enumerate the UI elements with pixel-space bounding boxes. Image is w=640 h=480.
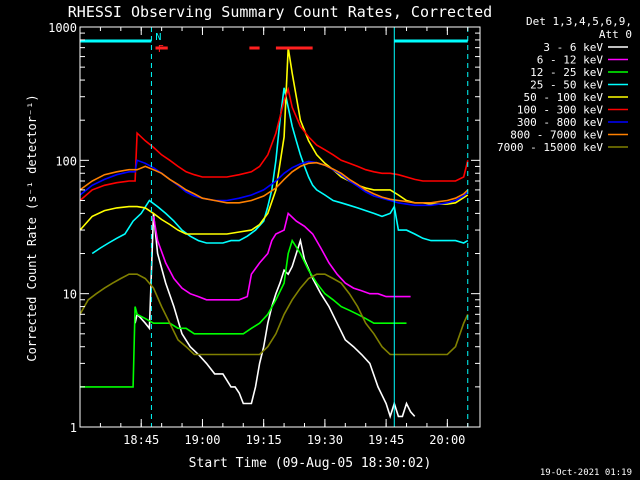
y-tick-label: 1000: [48, 21, 77, 35]
legend-label-12-25-kev: 12 - 25 keV: [530, 66, 603, 79]
plot-frame: [79, 26, 481, 428]
x-tick-label: 20:00: [429, 433, 465, 447]
legend-header-line-2: Att 0: [599, 28, 632, 41]
x-tick-label: 19:45: [368, 433, 404, 447]
legend-label-3-6-kev: 3 - 6 keV: [543, 41, 603, 54]
legend-label-25-50-kev: 25 - 50 keV: [530, 79, 603, 92]
y-axis-label: Corrected Count Rate (s⁻¹ detector⁻¹): [25, 94, 39, 361]
series-300-800-kev: [79, 159, 469, 207]
x-axis-label: Start Time (09-Aug-05 18:30:02): [189, 456, 432, 471]
legend-label-50-100-kev: 50 - 100 keV: [524, 91, 604, 104]
x-tick-label: 19:00: [184, 433, 220, 447]
legend-label-6-12-kev: 6 - 12 keV: [537, 54, 604, 67]
series-layer: [79, 47, 469, 420]
series-7000-15000-kev: [79, 273, 469, 356]
legend-header-line-1: Det 1,3,4,5,6,9,: [526, 15, 632, 28]
legend-label-100-300-kev: 100 - 300 keV: [517, 104, 603, 117]
legend-label-300-800-kev: 300 - 800 keV: [517, 116, 603, 129]
y-tick-label: 10: [63, 288, 77, 302]
axis-layer: 18:45 19:00 19:15 19:30 19:45 20:00 1 10 100 1000: [48, 21, 480, 447]
legend-label-7000-15000-kev: 7000 - 15000 keV: [497, 141, 603, 154]
x-tick-label: 18:45: [123, 433, 159, 447]
flag-f-label: F: [158, 44, 164, 55]
series-6-12-kev: [152, 211, 411, 301]
footer-timestamp: 19-Oct-2021 01:19: [540, 468, 632, 478]
series-25-50-kev: [91, 87, 469, 255]
series-800-7000-kev: [79, 161, 469, 204]
legend-label-800-7000-kev: 800 - 7000 keV: [510, 129, 603, 142]
x-tick-label: 19:15: [246, 433, 282, 447]
series-12-25-kev: [80, 238, 407, 388]
flag-layer: NF: [80, 32, 468, 55]
x-tick-label: 19:30: [307, 433, 343, 447]
y-tick-label: 100: [55, 154, 77, 168]
series-100-300-kev: [79, 86, 469, 202]
y-tick-label: 1: [70, 421, 77, 435]
chart-title: RHESSI Observing Summary Count Rates, Co…: [68, 3, 492, 21]
marker-layer: [150, 27, 469, 427]
flag-n-label: N: [155, 32, 161, 43]
